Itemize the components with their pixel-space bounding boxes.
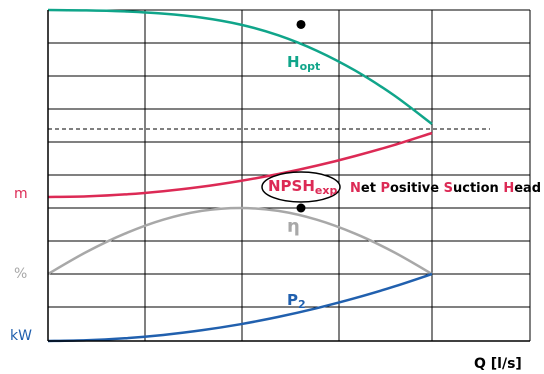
series-label-head: Hopt: [287, 53, 320, 73]
series-line-head: [47, 8, 433, 125]
operating-point-head: [296, 19, 306, 29]
axis-unit-kw: kW: [10, 328, 32, 344]
npsh-description-text: Net Positive Suction Head: [350, 181, 541, 196]
axis-unit-percent: %: [14, 266, 27, 282]
series-label-power: P2: [287, 291, 306, 311]
operating-point-efficiency: [296, 203, 306, 213]
x-axis-label: Q [l/s]: [474, 356, 522, 372]
npsh-label-ellipse: [261, 171, 341, 203]
axis-unit-m: m: [14, 186, 28, 202]
series-label-efficiency: η: [287, 216, 300, 237]
reference-dashed-lines: [48, 128, 490, 275]
series-label-npsh: NPSHexp: [268, 177, 337, 197]
series-line-npsh: [47, 131, 433, 199]
series-line-power: [47, 272, 433, 343]
series-line-efficiency: [47, 206, 433, 276]
